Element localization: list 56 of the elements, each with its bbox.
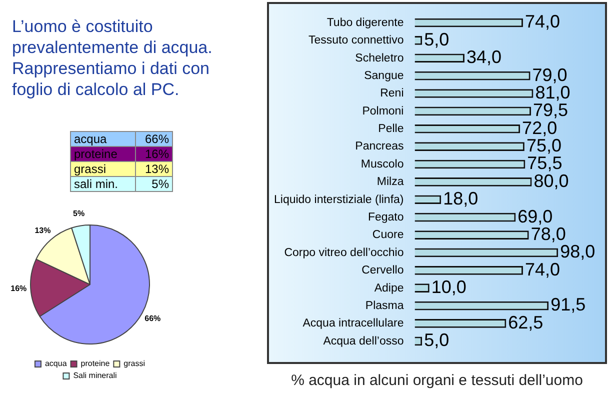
y-tick-label: Cervello (362, 264, 404, 277)
category-label: acqua (70, 132, 136, 146)
data-label: 75,5 (527, 153, 562, 174)
data-label: 91,5 (550, 294, 586, 315)
y-tick-label: Reni (380, 88, 404, 100)
y-tick-label: Polmoni (362, 105, 404, 118)
category-label: grassi (70, 162, 136, 176)
legend-label: grassi (124, 359, 146, 368)
y-tick-label: Milza (376, 176, 404, 188)
category-label: sali min. (70, 176, 136, 192)
y-tick-label: Corpo vitreo dell’occhio (284, 246, 404, 259)
y-tick-label: Scheletro (355, 52, 404, 64)
text: 66% (144, 132, 169, 146)
y-tick-label: Pelle (378, 123, 404, 136)
legend-label: acqua (44, 359, 68, 368)
text: 16% (144, 147, 169, 161)
text: 13% (144, 162, 169, 176)
data-label: 62,5 (508, 312, 544, 332)
data-label: 78,0 (530, 224, 566, 244)
text: 5% (152, 177, 169, 191)
data-label: 74,0 (524, 12, 560, 32)
y-tick-label: Sangue (364, 70, 404, 82)
y-tick-label: Cuore (372, 229, 404, 242)
data-label: 5,0 (424, 29, 450, 50)
y-tick-label: Tessuto connettivo (308, 34, 404, 47)
data-label: 34,0 (466, 47, 502, 68)
data-label: 66% (144, 314, 161, 324)
text: L’uomo è costituito prevalentemente di acqua. Rappresentiamo i dati con foglio di calcolo al PC. (12, 16, 214, 100)
legend-label: Sali minerali (73, 371, 118, 380)
category-label: proteine (70, 146, 136, 162)
y-tick-label: Tubo digerente (326, 16, 404, 29)
data-label: 5,0 (424, 330, 450, 350)
data-label: 13% (34, 226, 51, 236)
data-label: 75,0 (526, 136, 562, 156)
y-tick-label: Muscolo (360, 158, 404, 170)
data-label: 72,0 (522, 118, 558, 138)
data-label: 69,0 (518, 206, 553, 226)
y-tick-label: Plasma (365, 300, 404, 312)
y-tick-label: Adipe (374, 282, 404, 294)
y-tick-label: Acqua intracellulare (302, 318, 404, 330)
data-label: 79,5 (533, 100, 568, 120)
y-tick-label: Liquido interstiziale (linfa) (274, 194, 404, 206)
y-tick-label: Fegato (368, 212, 404, 224)
data-label: 18,0 (443, 188, 478, 209)
data-label: 80,0 (534, 170, 569, 191)
data-label: 98,0 (560, 242, 596, 262)
data-label: 81,0 (535, 82, 570, 102)
data-label: 10,0 (431, 277, 466, 298)
data-label: 16% (10, 284, 27, 294)
legend-label: proteine (80, 359, 110, 368)
y-tick-label: Pancreas (355, 140, 404, 153)
data-label: 74,0 (524, 259, 560, 280)
y-tick-label: Acqua dell’osso (323, 335, 404, 348)
data-label: 79,0 (532, 64, 568, 85)
text: % acqua in alcuni organi e tessuti dell’uomo (290, 372, 584, 389)
data-label: 5% (73, 209, 85, 218)
